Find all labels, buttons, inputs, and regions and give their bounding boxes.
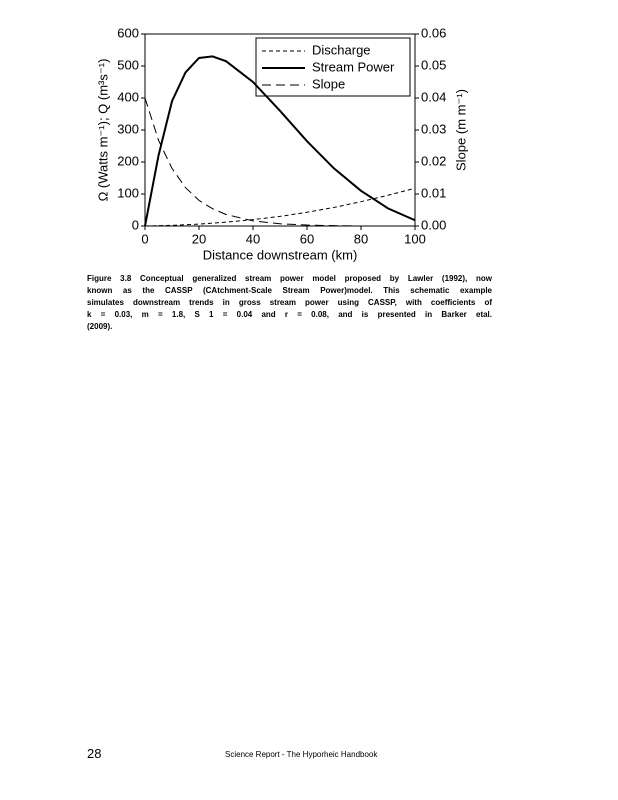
x-tick-label: 60	[300, 231, 314, 246]
y-tick-label: 300	[117, 121, 139, 136]
legend-label: Slope	[312, 76, 345, 91]
series-line	[144, 97, 415, 227]
series-line	[144, 187, 416, 227]
x-tick-label: 0	[141, 231, 148, 246]
x-tick-label: 20	[192, 231, 206, 246]
y2-tick-label: 0.02	[421, 153, 446, 168]
y2-tick-label: 0.06	[421, 25, 446, 40]
x-axis-label: Distance downstream (km)	[203, 247, 358, 262]
series-line	[144, 55, 416, 227]
y2-tick-label: 0.01	[421, 185, 446, 200]
x-tick-label: 40	[246, 231, 260, 246]
x-tick-label: 100	[404, 231, 426, 246]
y2-tick-label: 0.00	[421, 217, 446, 232]
y2-tick-label: 0.04	[421, 89, 446, 104]
y-tick-label: 600	[117, 25, 139, 40]
y-tick-label: 400	[117, 89, 139, 104]
y2-tick-label: 0.05	[421, 57, 446, 72]
y-tick-label: 0	[132, 217, 139, 232]
footer-text: Science Report - The Hyporheic Handbook	[225, 750, 378, 759]
legend-label: Discharge	[312, 42, 371, 57]
legend-label: Stream Power	[312, 59, 395, 74]
chart: Distance downstream (km) Ω (Watts m⁻¹); …	[95, 25, 468, 262]
y-tick-label: 200	[117, 153, 139, 168]
y2-axis-label: Slope (m m⁻¹)	[453, 89, 468, 171]
y-tick-label: 100	[117, 185, 139, 200]
y2-tick-label: 0.03	[421, 121, 446, 136]
page-number: 28	[87, 746, 102, 761]
y-tick-label: 500	[117, 57, 139, 72]
y-axis-label: Ω (Watts m⁻¹); Q (m³s⁻¹)	[95, 59, 110, 202]
x-tick-label: 80	[354, 231, 368, 246]
figure-caption: Figure 3.8 Conceptual generalized stream…	[87, 274, 492, 331]
